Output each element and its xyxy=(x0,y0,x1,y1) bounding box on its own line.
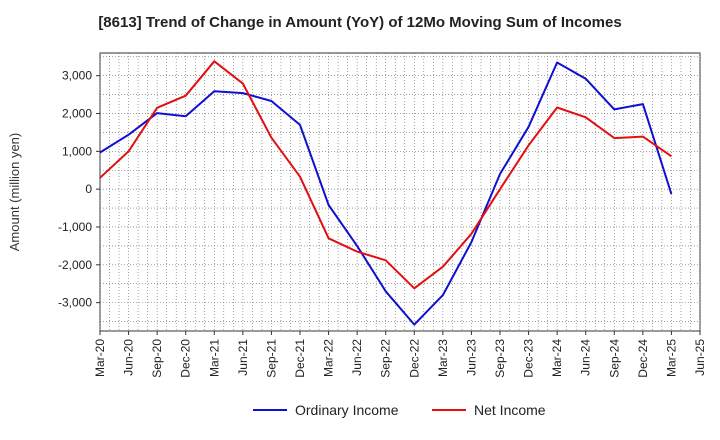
y-axis-label: Amount (million yen) xyxy=(7,133,22,252)
x-tick-label: Sep-24 xyxy=(607,339,621,378)
x-tick-label: Dec-23 xyxy=(522,339,536,378)
x-tick-label: Mar-24 xyxy=(550,339,564,377)
series-line-ordinary-income xyxy=(99,61,673,326)
x-tick-label: Jun-25 xyxy=(693,339,707,376)
x-tick-label: Mar-23 xyxy=(436,339,450,377)
x-tick-label: Sep-22 xyxy=(379,339,393,378)
y-tick-label: 3,000 xyxy=(62,69,92,83)
series-line-net-income xyxy=(99,60,672,290)
x-tick-label: Dec-22 xyxy=(407,339,421,378)
x-tick-label: Sep-23 xyxy=(493,339,507,378)
x-tick-label: Dec-24 xyxy=(636,339,650,378)
x-tick-label: Jun-22 xyxy=(350,339,364,376)
x-tick-label: Jun-23 xyxy=(464,339,478,376)
y-tick-label: -1,000 xyxy=(58,220,92,234)
y-tick-label: 0 xyxy=(85,182,92,196)
x-tick-label: Sep-21 xyxy=(264,339,278,378)
x-tick-label: Dec-20 xyxy=(179,339,193,378)
y-tick-label: 2,000 xyxy=(62,107,92,121)
chart-title: [8613] Trend of Change in Amount (YoY) o… xyxy=(98,14,622,31)
x-tick-label: Jun-21 xyxy=(236,339,250,376)
legend-label: Net Income xyxy=(474,402,546,418)
x-tick-label: Jun-24 xyxy=(579,339,593,376)
x-tick-label: Jun-20 xyxy=(122,339,136,376)
y-tick-label: 1,000 xyxy=(62,144,92,158)
x-tick-label: Mar-21 xyxy=(207,339,221,377)
x-tick-label: Mar-25 xyxy=(664,339,678,377)
x-tick-label: Mar-22 xyxy=(322,339,336,377)
x-tick-label: Mar-20 xyxy=(93,339,107,377)
x-tick-label: Dec-21 xyxy=(293,339,307,378)
x-tick-label: Sep-20 xyxy=(150,339,164,378)
y-tick-label: -2,000 xyxy=(58,258,92,272)
legend-label: Ordinary Income xyxy=(295,402,399,418)
y-tick-label: -3,000 xyxy=(58,296,92,310)
